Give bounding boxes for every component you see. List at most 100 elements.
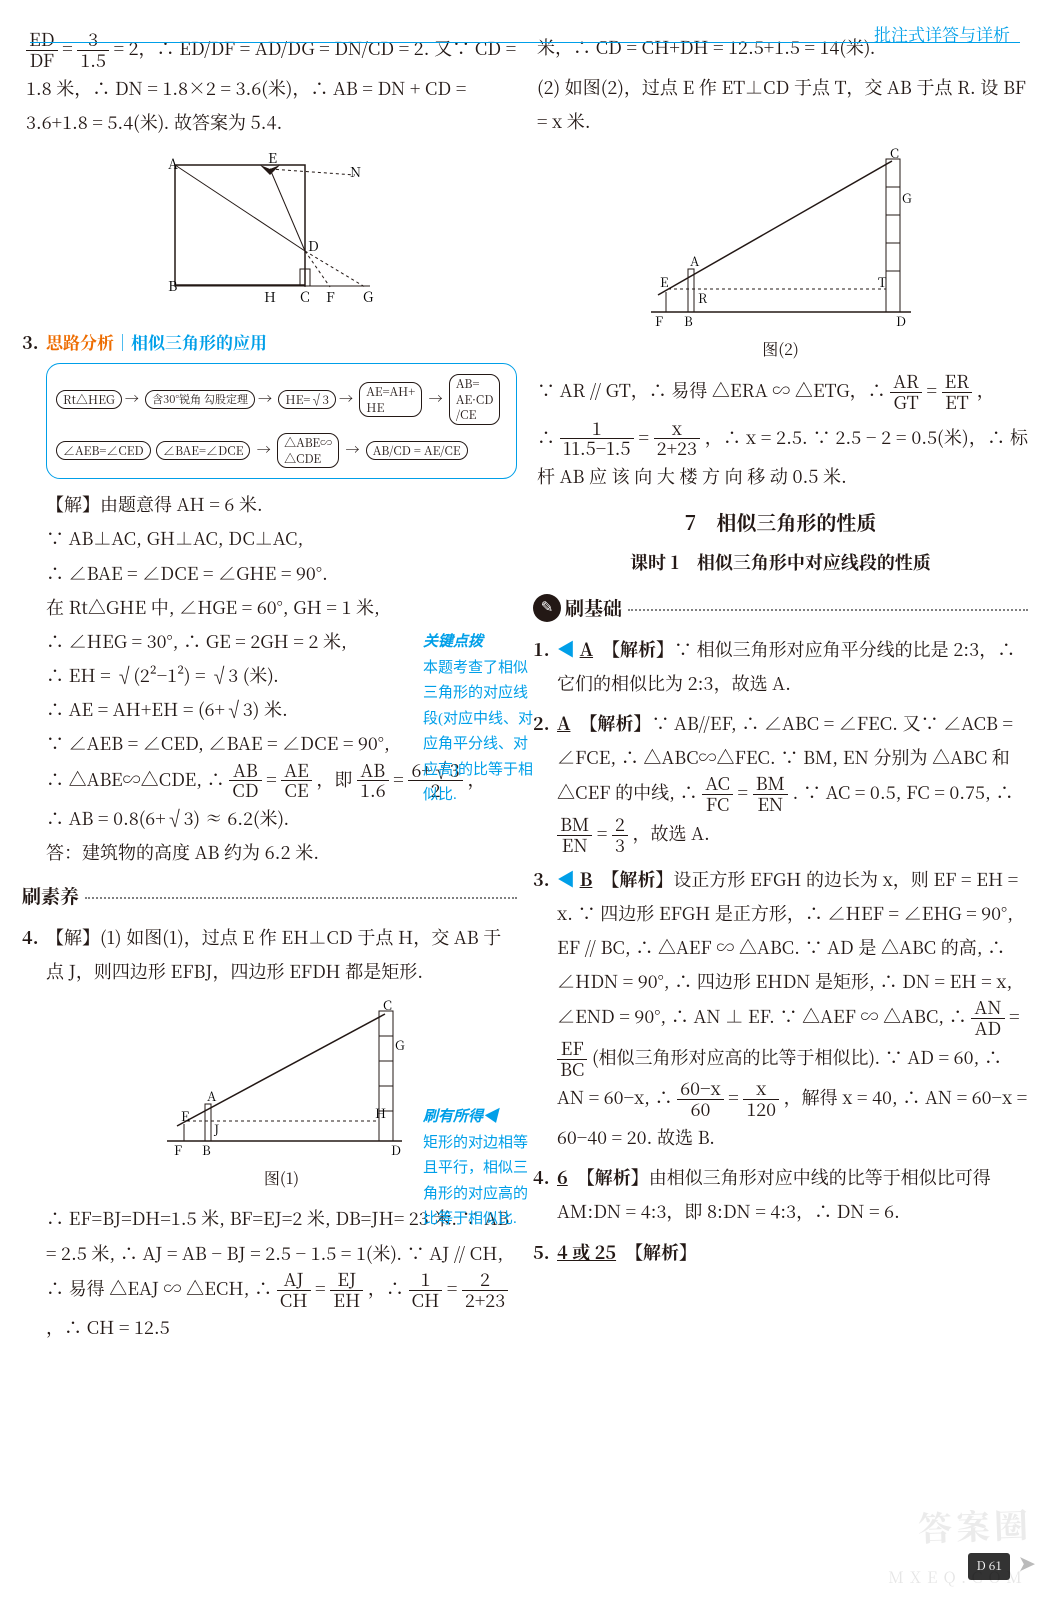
svg-text:A: A xyxy=(207,1086,217,1105)
svg-text:D: D xyxy=(391,1140,401,1159)
svg-text:G: G xyxy=(363,287,374,307)
rq5-ans: 4 或 25 xyxy=(557,1239,616,1265)
svg-text:N: N xyxy=(350,162,361,182)
frac-ed-df: EDDF xyxy=(26,30,58,71)
svg-text:C: C xyxy=(890,147,899,162)
svg-text:H: H xyxy=(375,1103,386,1122)
rq1: 1.◀ A 【解析】∵ 相似三角形对应角平分线的比是 2:3，∴ 它们的相似比为… xyxy=(557,632,1028,700)
pill-5: ∠AEB=∠CED xyxy=(56,441,151,461)
svg-text:G: G xyxy=(902,188,912,207)
arrow-icon: → xyxy=(258,390,272,408)
arrow-icon: → xyxy=(339,390,353,408)
svg-text:E: E xyxy=(181,1106,189,1125)
dots-divider xyxy=(85,897,517,899)
note1-body: 本题考查了相似三角形的对应线段(对应中线、对应角平分线、对应高)的比等于相似比. xyxy=(423,656,538,809)
note2-title: 刷有所得◀ xyxy=(423,1105,538,1131)
pencil-icon: ✎ xyxy=(533,594,561,622)
svg-text:F: F xyxy=(174,1140,182,1159)
brush-suyang: 刷素养 xyxy=(22,878,517,914)
arrow-icon: → xyxy=(257,441,271,459)
q4-s1: 【解】(1) 如图(1)，过点 E 作 EH⊥CD 于点 H，交 AB 于点 J… xyxy=(46,924,501,984)
svg-text:J: J xyxy=(213,1119,219,1138)
rq1-ans: A xyxy=(580,636,593,662)
svg-text:R: R xyxy=(698,288,708,307)
r-s4: ∴ 111.5−1.5 = x2+23 ，∴ x = 2.5. ∵ 2.5 − … xyxy=(537,419,1028,494)
svg-text:C: C xyxy=(300,287,310,307)
q3-s2: ∵ AB⊥AC, GH⊥AC, DC⊥AC, xyxy=(46,521,517,555)
figure-projector: A B E N H C F G D xyxy=(22,147,517,317)
brush-label: 刷基础 xyxy=(565,590,622,626)
svg-text:A: A xyxy=(168,154,178,174)
rq3-ans: B xyxy=(580,866,593,892)
q-continuation: EDDF = 31.5 = 2，∴ ED/DF = AD/DG = DN/CD … xyxy=(26,30,517,139)
right-column: 米，∴ CD = CH+DH = 12.5+1.5 = 14(米). (2) 如… xyxy=(525,30,1028,1351)
rq1-tag: 【解析】 xyxy=(611,636,674,662)
brush-label: 刷素养 xyxy=(22,878,79,914)
pill-1b: 含30°锐角 勾股定理 xyxy=(145,390,255,408)
analysis-title-1: 思路分析 xyxy=(46,329,114,354)
section-title: 7 相似三角形的性质 xyxy=(533,503,1028,541)
note1-title: 关键点拨 xyxy=(423,630,538,656)
r-s2: (2) 如图(2)，过点 E 作 ET⊥CD 于点 T，交 AB 于点 R. 设… xyxy=(537,70,1028,138)
svg-text:G: G xyxy=(395,1035,405,1054)
rq5-num: 5. xyxy=(533,1235,550,1269)
lesson-title: 课时 1 相似三角形中对应线段的性质 xyxy=(533,545,1028,579)
rq2-tag: 【解析】 xyxy=(588,710,651,736)
page-header: 批注式详答与详析 xyxy=(874,18,1010,50)
rq5-tag: 【解析】 xyxy=(634,1239,697,1265)
pill-3: AE=AH+ HE xyxy=(359,382,422,417)
arrow-icon: → xyxy=(125,390,139,408)
r-s3: ∵ AR // GT，∴ 易得 △ERA ∽ △ETG，∴ ARGT = ERE… xyxy=(537,372,1028,413)
margin-note-1: 关键点拨 本题考查了相似三角形的对应线段(对应中线、对应角平分线、对应高)的比等… xyxy=(423,630,538,809)
svg-text:B: B xyxy=(202,1140,211,1159)
brush-jichu: ✎ 刷基础 xyxy=(533,590,1028,626)
frac-3-15: 31.5 xyxy=(77,30,109,71)
analysis-title-2: ｜相似三角形的应用 xyxy=(114,329,267,354)
rq2: 2. A 【解析】∵ AB//EF, ∴ ∠ABC = ∠FEC. 又∵ ∠AC… xyxy=(557,706,1028,856)
svg-text:A: A xyxy=(690,251,700,270)
rq4-ans: 6 xyxy=(557,1164,568,1190)
margin-note-2: 刷有所得◀ 矩形的对边相等且平行，相似三角形的对应高的比等于相似比. xyxy=(423,1105,538,1233)
note2-body: 矩形的对边相等且平行，相似三角形的对应高的比等于相似比. xyxy=(423,1131,538,1233)
q3-s4: 在 Rt△GHE 中, ∠HGE = 60°, GH = 1 米, xyxy=(46,590,517,624)
svg-text:D: D xyxy=(308,236,319,256)
page-number-badge: D 61 xyxy=(968,1553,1010,1580)
footer-arrow-icon: ➤ xyxy=(1018,1542,1036,1584)
svg-text:F: F xyxy=(655,311,663,330)
rq3-num: 3. xyxy=(533,862,550,896)
rq4-tag: 【解析】 xyxy=(586,1164,649,1190)
pill-6: ∠BAE=∠DCE xyxy=(156,441,250,461)
svg-text:H: H xyxy=(264,287,276,307)
q3-s11: 答：建筑物的高度 AB 约为 6.2 米. xyxy=(46,835,517,869)
header-rule xyxy=(30,42,1020,43)
q3-num: 3. xyxy=(22,325,39,359)
q4-num: 4. xyxy=(22,920,39,954)
pill-1: Rt△HEG xyxy=(56,390,122,410)
analysis-box: Rt△HEG→ 含30°锐角 勾股定理→ HE=√3→ AE=AH+ HE → … xyxy=(46,363,517,479)
q3-s3: ∴ ∠BAE = ∠DCE = ∠GHE = 90°. xyxy=(46,556,517,590)
svg-text:E: E xyxy=(268,148,277,168)
svg-text:C: C xyxy=(383,996,392,1014)
figure-building-2: C G T D A R E F B 图(2) xyxy=(533,147,1028,364)
rq4: 4. 6 【解析】由相似三角形对应中线的比等于相似比可得 AM:DN = 4:3… xyxy=(557,1160,1028,1228)
svg-text:F: F xyxy=(326,287,335,307)
rq5: 5. 4 或 25 【解析】 xyxy=(557,1235,1028,1269)
rq3-tag: 【解析】 xyxy=(610,866,673,892)
watermark: 答案圈 xyxy=(917,1491,1033,1560)
pill-7: △ABE∽ △CDE xyxy=(277,433,339,468)
pill-4: AB= AE·CD /CE xyxy=(449,374,501,425)
rq2-ans: A xyxy=(557,710,570,736)
rq3: 3.◀ B 【解析】设正方形 EFGH 的边长为 x，则 EF = EH = x… xyxy=(557,862,1028,1155)
svg-text:B: B xyxy=(684,311,693,330)
pill-2: HE=√3 xyxy=(278,390,336,410)
dots-divider xyxy=(628,609,1028,611)
note-marker: ◀ xyxy=(557,866,575,892)
svg-text:T: T xyxy=(878,272,887,291)
note-marker: ◀ xyxy=(557,636,575,662)
svg-text:D: D xyxy=(896,311,906,330)
q3-s1: 【解】由题意得 AH = 6 米. xyxy=(46,487,517,521)
arrow-icon: → xyxy=(429,390,443,408)
fig2-caption: 图(2) xyxy=(533,334,1028,364)
svg-text:E: E xyxy=(660,272,668,291)
pill-8: AB/CD = AE/CE xyxy=(366,441,468,461)
